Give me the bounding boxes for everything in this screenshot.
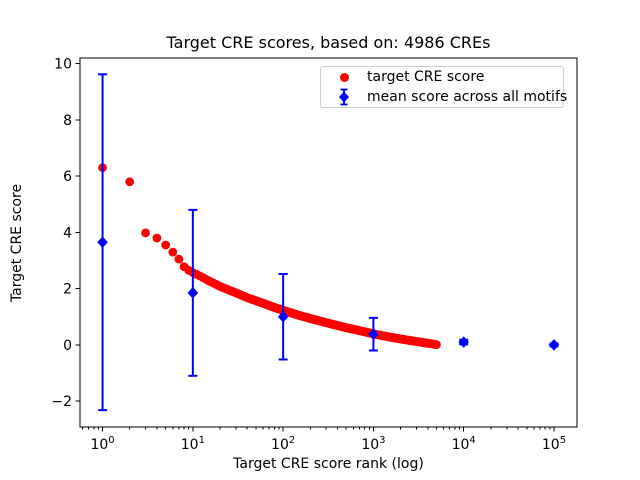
svg-text:10: 10	[54, 57, 72, 73]
chart-title: Target CRE scores, based on: 4986 CREs	[166, 33, 491, 52]
legend-red-dot-icon	[321, 72, 367, 82]
blue-diamond-point	[548, 339, 560, 351]
axes-frame	[79, 57, 578, 428]
red-data-point	[125, 177, 135, 187]
svg-text:−2: −2	[51, 394, 72, 410]
svg-text:100: 100	[90, 435, 114, 453]
blue-diamond-point	[187, 287, 199, 299]
legend-label: target CRE score	[367, 69, 485, 85]
legend-item-target-cre-score: target CRE score	[321, 67, 563, 87]
red-data-point	[174, 254, 184, 264]
x-axis-label: Target CRE score rank (log)	[233, 456, 424, 472]
blue-diamond-point	[368, 328, 379, 340]
legend-blue-diamond-errorbar-icon	[321, 87, 367, 107]
svg-text:103: 103	[361, 435, 385, 453]
red-data-point	[168, 247, 178, 257]
svg-text:101: 101	[181, 435, 205, 453]
svg-text:105: 105	[542, 435, 566, 453]
svg-text:104: 104	[452, 435, 476, 453]
series-mean-score-errorbars	[97, 73, 560, 412]
svg-text:102: 102	[271, 435, 295, 453]
axis-ticks	[75, 63, 555, 432]
svg-text:2: 2	[63, 282, 72, 298]
red-data-point	[432, 340, 441, 349]
svg-text:4: 4	[63, 225, 72, 241]
red-data-point	[161, 240, 171, 250]
blue-diamond-point	[97, 236, 108, 249]
red-data-point	[152, 233, 162, 243]
blue-diamond-point	[458, 336, 469, 348]
blue-diamond-point	[277, 310, 289, 323]
y-axis-label: Target CRE score	[9, 183, 25, 303]
series-target-cre-score	[98, 163, 441, 349]
tick-labels: 100 101 102 103 104 105 −2 0 2 4 6 8 10	[51, 57, 566, 453]
svg-text:8: 8	[63, 113, 72, 129]
svg-text:6: 6	[63, 169, 72, 185]
legend: target CRE score mean score across all m…	[320, 66, 567, 108]
legend-item-mean-score: mean score across all motifs	[321, 87, 567, 107]
svg-text:0: 0	[63, 338, 72, 354]
legend-label: mean score across all motifs	[367, 89, 568, 105]
red-data-point	[141, 228, 151, 238]
